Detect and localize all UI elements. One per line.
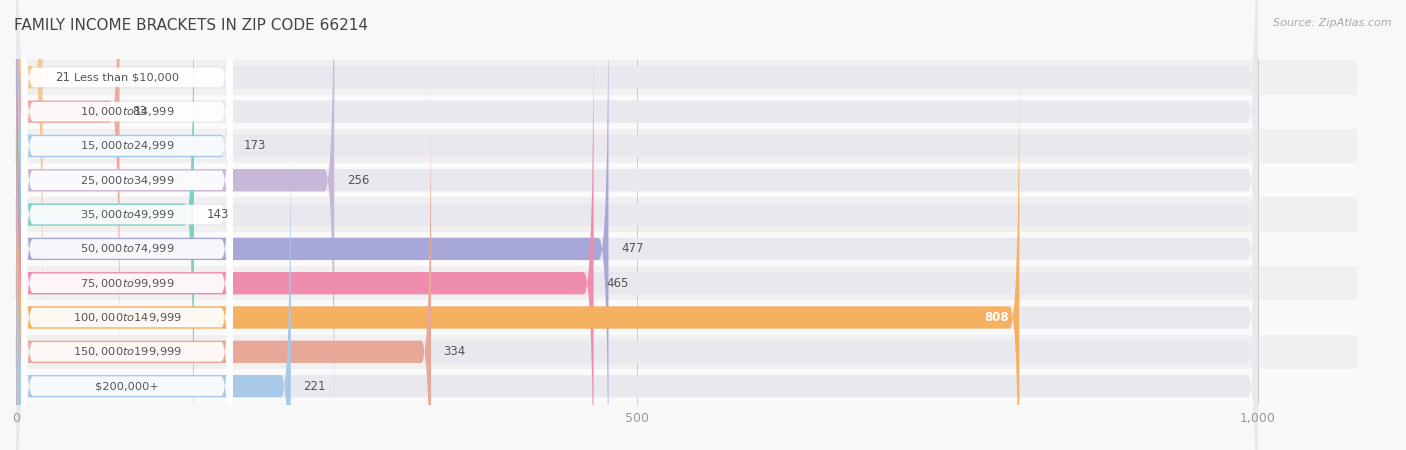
FancyBboxPatch shape <box>17 0 1257 450</box>
FancyBboxPatch shape <box>21 18 232 450</box>
Text: $200,000+: $200,000+ <box>96 381 159 391</box>
Text: Less than $10,000: Less than $10,000 <box>75 72 180 82</box>
FancyBboxPatch shape <box>21 0 232 450</box>
FancyBboxPatch shape <box>17 123 291 450</box>
FancyBboxPatch shape <box>21 0 232 411</box>
Bar <box>14 232 1357 266</box>
FancyBboxPatch shape <box>17 20 593 450</box>
FancyBboxPatch shape <box>17 54 1019 450</box>
FancyBboxPatch shape <box>17 20 1257 450</box>
Text: 256: 256 <box>347 174 368 187</box>
Text: Source: ZipAtlas.com: Source: ZipAtlas.com <box>1274 18 1392 28</box>
FancyBboxPatch shape <box>17 0 1257 444</box>
Bar <box>14 129 1357 163</box>
Text: 143: 143 <box>207 208 229 221</box>
Bar <box>14 60 1357 94</box>
Bar <box>14 335 1357 369</box>
Bar <box>14 163 1357 198</box>
Text: $50,000 to $74,999: $50,000 to $74,999 <box>80 243 174 256</box>
FancyBboxPatch shape <box>21 0 232 376</box>
FancyBboxPatch shape <box>17 0 1257 410</box>
FancyBboxPatch shape <box>21 0 232 445</box>
Bar <box>14 266 1357 300</box>
FancyBboxPatch shape <box>21 53 232 450</box>
Text: $25,000 to $34,999: $25,000 to $34,999 <box>80 174 174 187</box>
Bar <box>14 94 1357 129</box>
FancyBboxPatch shape <box>17 54 1257 450</box>
Text: $35,000 to $49,999: $35,000 to $49,999 <box>80 208 174 221</box>
FancyBboxPatch shape <box>17 123 1257 450</box>
FancyBboxPatch shape <box>17 0 609 450</box>
Text: $150,000 to $199,999: $150,000 to $199,999 <box>73 345 181 358</box>
FancyBboxPatch shape <box>17 0 1257 375</box>
FancyBboxPatch shape <box>17 0 194 450</box>
FancyBboxPatch shape <box>21 87 232 450</box>
Text: $15,000 to $24,999: $15,000 to $24,999 <box>80 140 174 153</box>
FancyBboxPatch shape <box>17 0 1257 450</box>
Text: 477: 477 <box>621 243 644 256</box>
Text: 808: 808 <box>984 311 1010 324</box>
Text: FAMILY INCOME BRACKETS IN ZIP CODE 66214: FAMILY INCOME BRACKETS IN ZIP CODE 66214 <box>14 18 368 33</box>
Text: 83: 83 <box>132 105 146 118</box>
Text: $100,000 to $149,999: $100,000 to $149,999 <box>73 311 181 324</box>
FancyBboxPatch shape <box>17 89 1257 450</box>
FancyBboxPatch shape <box>17 0 1257 341</box>
Text: 334: 334 <box>443 345 465 358</box>
FancyBboxPatch shape <box>21 0 232 450</box>
FancyBboxPatch shape <box>17 0 231 410</box>
FancyBboxPatch shape <box>17 0 335 444</box>
FancyBboxPatch shape <box>21 0 232 450</box>
FancyBboxPatch shape <box>17 89 432 450</box>
Text: 173: 173 <box>243 140 266 153</box>
Text: $75,000 to $99,999: $75,000 to $99,999 <box>80 277 174 290</box>
Bar <box>14 369 1357 403</box>
Text: 465: 465 <box>606 277 628 290</box>
Text: 21: 21 <box>55 71 70 84</box>
Bar <box>14 300 1357 335</box>
FancyBboxPatch shape <box>21 0 232 450</box>
Text: 221: 221 <box>304 380 326 393</box>
Bar <box>14 198 1357 232</box>
FancyBboxPatch shape <box>17 0 42 341</box>
Text: $10,000 to $14,999: $10,000 to $14,999 <box>80 105 174 118</box>
FancyBboxPatch shape <box>17 0 120 375</box>
